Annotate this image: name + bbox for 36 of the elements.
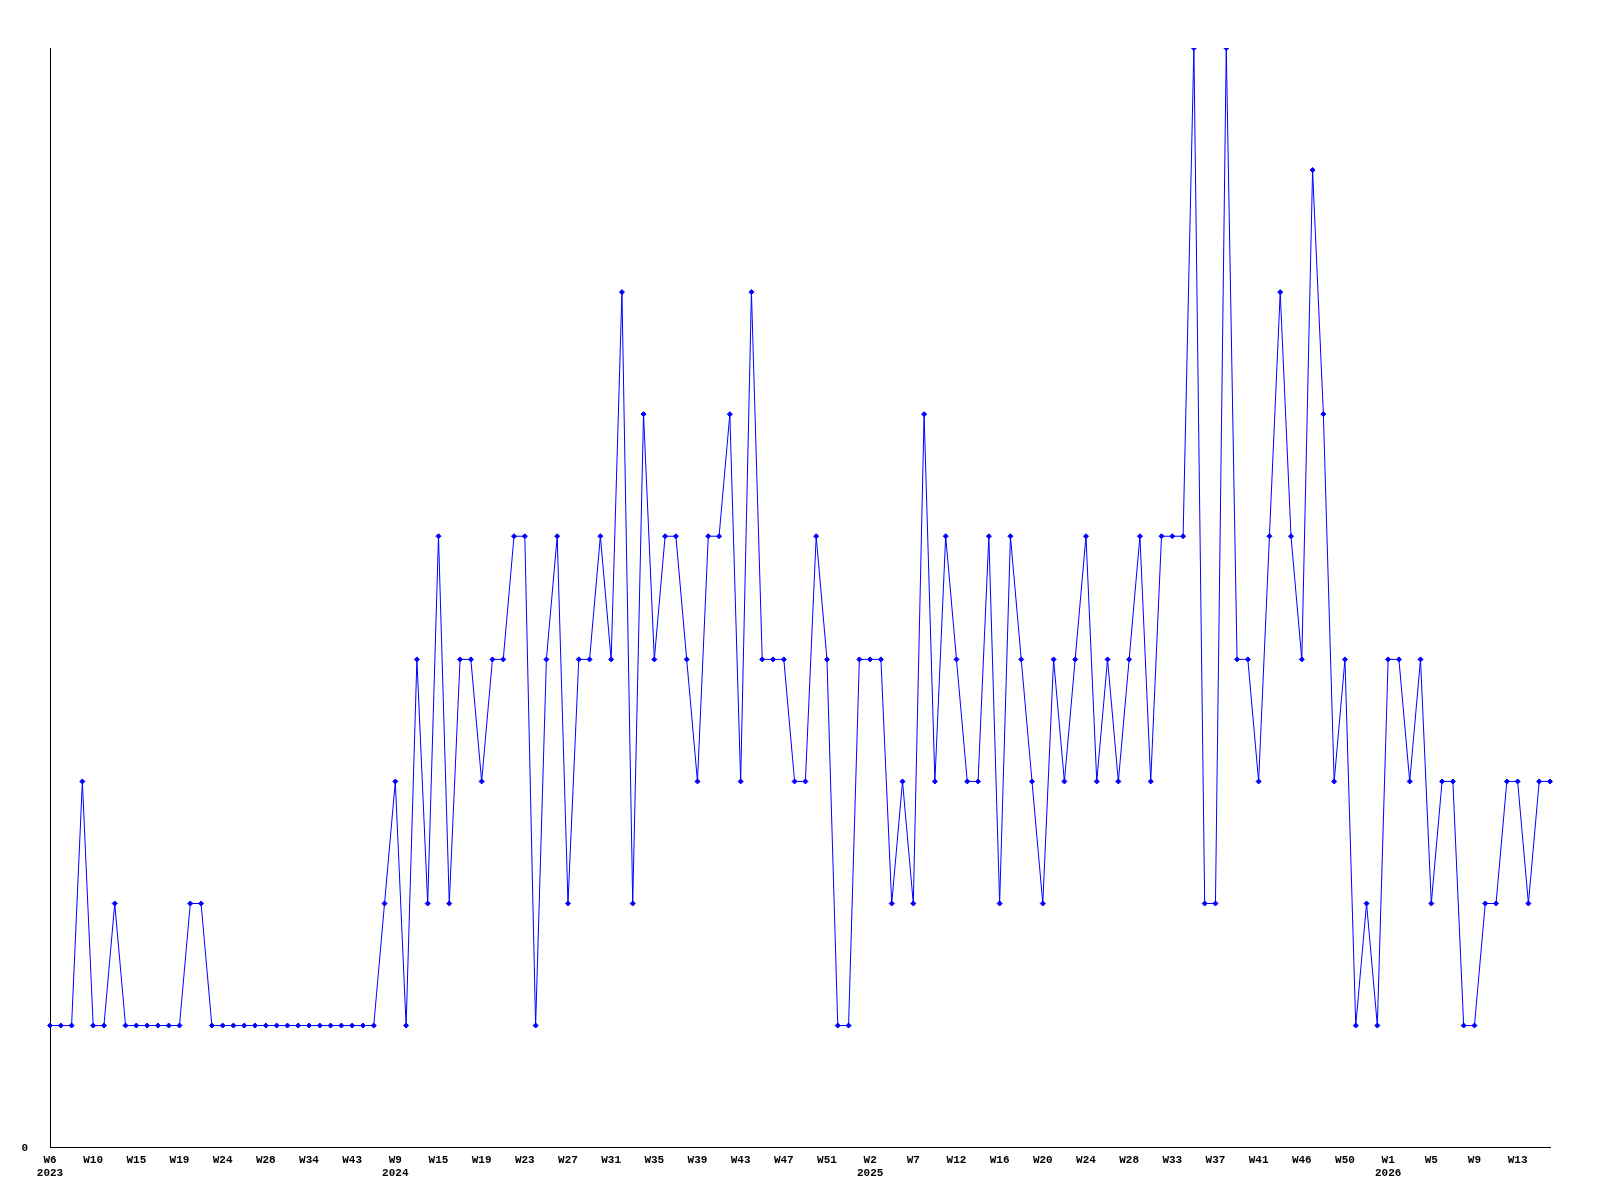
x-tick-label: W35: [644, 1153, 665, 1166]
x-tick-label: W15: [126, 1153, 147, 1166]
x-tick-label: W50: [1335, 1153, 1355, 1166]
x-tick-label: W20: [1032, 1153, 1053, 1166]
x-tick-label: W19: [169, 1153, 190, 1166]
x-tick-label: W46: [1291, 1153, 1312, 1166]
x-tick-label: W6 2023: [36, 1153, 64, 1180]
x-tick-label: W19: [471, 1153, 492, 1166]
x-tick-label: W39: [687, 1153, 708, 1166]
x-tick-label: W28: [1119, 1153, 1140, 1166]
x-tick-label: W15: [428, 1153, 449, 1166]
x-tick-label: W31: [601, 1153, 622, 1166]
x-tick-label: W7: [906, 1153, 920, 1166]
x-tick-label: W1 2026: [1374, 1153, 1402, 1180]
x-tick-label: W27: [558, 1153, 578, 1166]
x-tick-label: W24: [212, 1153, 233, 1166]
x-tick-label: W51: [817, 1153, 838, 1166]
x-tick-label: W9 2024: [382, 1153, 409, 1180]
x-tick-label: W2 2025: [856, 1153, 884, 1180]
x-tick-label: W16: [989, 1153, 1010, 1166]
x-tick-label: W23: [514, 1153, 536, 1166]
x-tick-label: W13: [1507, 1153, 1528, 1166]
x-tick-label: W47: [773, 1153, 794, 1166]
x-tick-label: W41: [1248, 1153, 1269, 1166]
x-tick-label: W9: [1467, 1153, 1482, 1166]
x-tick-label: W33: [1162, 1153, 1183, 1166]
x-tick-label: W34: [299, 1153, 320, 1166]
text: 0: [21, 1142, 28, 1155]
x-tick-label: W37: [1205, 1153, 1226, 1166]
x-tick-label: W43: [730, 1153, 751, 1166]
x-tick-label: W5: [1424, 1153, 1439, 1166]
x-tick-label: W10: [83, 1153, 104, 1166]
x-tick-label: W28: [255, 1153, 277, 1166]
x-tick-label: W24: [1076, 1153, 1097, 1166]
x-tick-label: W43: [342, 1153, 363, 1166]
x-tick-label: W12: [946, 1153, 967, 1166]
